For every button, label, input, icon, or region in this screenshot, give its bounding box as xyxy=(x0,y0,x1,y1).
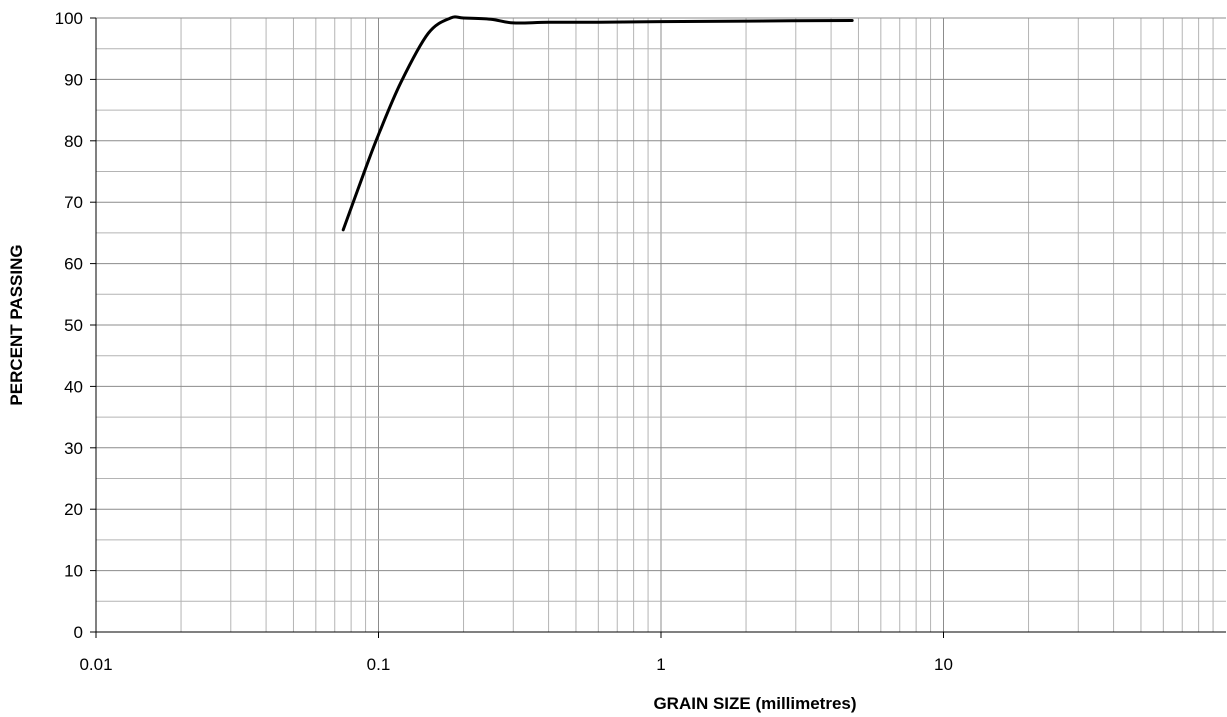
grid-layer xyxy=(96,17,1226,632)
y-axis-title: PERCENT PASSING xyxy=(7,244,26,405)
y-tick-label: 70 xyxy=(64,193,83,212)
y-tick-label: 90 xyxy=(64,70,83,89)
x-tick-label: 10 xyxy=(934,655,953,674)
y-tick-label: 80 xyxy=(64,132,83,151)
data-series-line-0 xyxy=(341,15,854,232)
y-tick-label: 10 xyxy=(64,562,83,581)
y-tick-label: 40 xyxy=(64,377,83,396)
y-tick-label: 20 xyxy=(64,500,83,519)
x-tick-label: 0.1 xyxy=(367,655,391,674)
label-layer: 0 10 20 30 40 50 60 70 80 90 100 0.01 0.1 1 10 xyxy=(55,9,953,674)
x-tick-label: 0.01 xyxy=(79,655,112,674)
y-tick-label: 0 xyxy=(74,623,83,642)
y-tick-label: 60 xyxy=(64,255,83,274)
series-layer xyxy=(341,15,854,232)
y-tick-label: 30 xyxy=(64,439,83,458)
y-tick-label: 50 xyxy=(64,316,83,335)
y-tick-label: 100 xyxy=(55,9,83,28)
x-axis-title: GRAIN SIZE (millimetres) xyxy=(653,694,856,713)
axis-layer xyxy=(90,17,1226,638)
x-tick-label: 1 xyxy=(656,655,665,674)
